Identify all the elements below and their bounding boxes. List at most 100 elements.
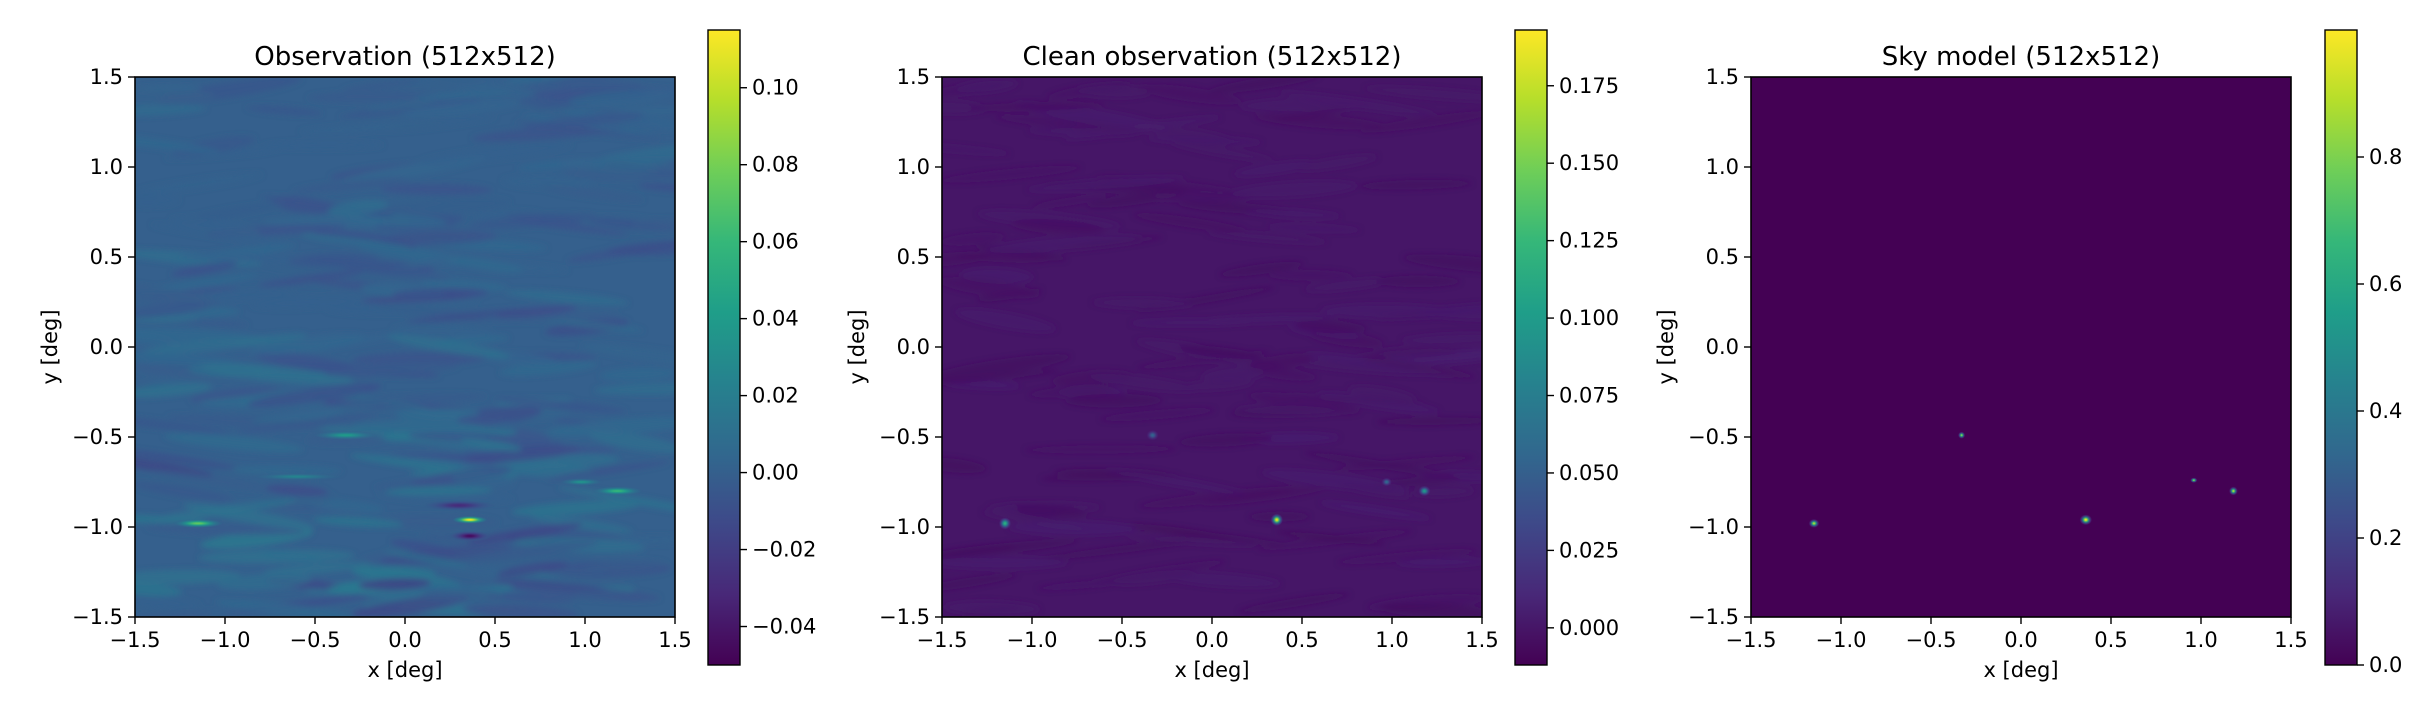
colorbar-tick-label: 0.02	[752, 384, 799, 408]
y-tick-label: −1.0	[1688, 515, 1739, 539]
y-tick-label: 0.5	[1706, 245, 1739, 269]
x-tick-label: −1.0	[200, 628, 251, 652]
panel-2: −1.5 −1.0 −0.5 0.0 0.5 1.0 1.5−1.5−1.0−0.50.00…	[845, 29, 1619, 682]
colorbar-tick-label: 0.06	[752, 230, 799, 254]
colorbar-tick-label: 0.050	[1559, 461, 1619, 485]
source-blob	[1418, 485, 1431, 497]
source-blob	[1270, 513, 1284, 527]
y-tick-label: −1.0	[72, 515, 123, 539]
y-tick-label: −0.5	[879, 425, 930, 449]
x-tick-label: 1.5	[2274, 628, 2307, 652]
source-blob	[1381, 477, 1392, 487]
chart-title: Observation (512x512)	[254, 42, 556, 72]
colorbar-tick-label: 0.00	[752, 461, 799, 485]
source-blob	[2079, 514, 2093, 526]
y-axis-label: y [deg]	[38, 309, 62, 384]
x-tick-label: −1.0	[1816, 628, 1867, 652]
source-blob	[1146, 429, 1159, 441]
y-tick-label: 1.5	[90, 65, 123, 89]
x-tick-label: −0.5	[1097, 628, 1148, 652]
y-tick-label: 0.0	[897, 335, 930, 359]
colorbar-frame	[1514, 29, 1548, 666]
x-tick-label: 0.5	[478, 628, 511, 652]
source-blob	[1808, 518, 1820, 528]
colorbar	[708, 30, 740, 665]
chart-title: Sky model (512x512)	[1882, 42, 2160, 72]
x-tick-label: 0.0	[1195, 628, 1228, 652]
colorbar-tick-label: 0.0	[2369, 653, 2402, 677]
source-blob	[998, 517, 1012, 530]
colorbar-tick-label: 0.8	[2369, 145, 2402, 169]
heatmap-image	[135, 77, 675, 617]
y-axis-label: y [deg]	[845, 309, 869, 384]
source-blob	[592, 486, 643, 496]
colorbar-tick-label: 0.175	[1559, 74, 1619, 98]
source-blob	[2190, 477, 2198, 483]
y-axis-label: y [deg]	[1654, 309, 1678, 384]
x-tick-label: −1.0	[1007, 628, 1058, 652]
y-tick-label: 0.0	[90, 335, 123, 359]
source-blob	[313, 430, 378, 440]
x-tick-label: 1.5	[1465, 628, 1498, 652]
colorbar-frame	[2324, 29, 2358, 666]
x-axis-label: x [deg]	[1174, 658, 1249, 682]
x-axis-label: x [deg]	[367, 658, 442, 682]
source-blob	[2228, 486, 2238, 496]
y-tick-label: −0.5	[72, 425, 123, 449]
x-tick-label: 1.0	[1375, 628, 1408, 652]
colorbar-tick-label: 0.6	[2369, 272, 2402, 296]
x-tick-label: 0.5	[1285, 628, 1318, 652]
colorbar-tick-label: 0.2	[2369, 526, 2402, 550]
colorbar-tick-label: −0.04	[752, 615, 816, 639]
y-tick-label: 1.5	[897, 65, 930, 89]
heatmap-image	[1751, 77, 2291, 617]
chart-title: Clean observation (512x512)	[1022, 42, 1401, 72]
noise-texture	[942, 77, 1482, 617]
colorbar-tick-label: 0.075	[1559, 384, 1619, 408]
heatmap-background	[1751, 77, 2291, 617]
x-tick-label: −1.5	[1726, 628, 1777, 652]
heatmap-image	[942, 77, 1482, 617]
x-tick-label: −0.5	[290, 628, 341, 652]
x-tick-label: 0.0	[2004, 628, 2037, 652]
noise-texture	[135, 77, 675, 617]
colorbar-tick-label: 0.000	[1559, 616, 1619, 640]
y-tick-label: 0.5	[90, 245, 123, 269]
x-tick-label: −1.5	[110, 628, 161, 652]
y-tick-label: −1.5	[879, 605, 930, 629]
source-blob	[1958, 431, 1966, 439]
colorbar-tick-label: 0.100	[1559, 306, 1619, 330]
panel-1: −1.5 −1.0 −0.5 0.0 0.5 1.0 1.5−1.5−1.0−0.50.00…	[38, 29, 816, 682]
y-tick-label: −1.5	[72, 605, 123, 629]
source-blob	[559, 478, 604, 486]
y-tick-label: 1.0	[90, 155, 123, 179]
y-tick-label: 1.0	[897, 155, 930, 179]
panel-3: −1.5 −1.0 −0.5 0.0 0.5 1.0 1.5 −1.5 −1.0 −0.5 0.0 0…	[1654, 29, 2402, 682]
colorbar-tick-label: 0.125	[1559, 229, 1619, 253]
colorbar	[1515, 30, 1547, 665]
source-blob	[451, 515, 488, 524]
x-tick-label: 1.0	[568, 628, 601, 652]
colorbar-tick-label: 0.150	[1559, 151, 1619, 175]
y-tick-label: 0.5	[897, 245, 930, 269]
source-blob	[172, 518, 224, 528]
y-tick-label: −0.5	[1688, 425, 1739, 449]
colorbar	[2325, 30, 2357, 665]
x-tick-label: −1.5	[917, 628, 968, 652]
colorbar-tick-label: 0.4	[2369, 399, 2402, 423]
source-blob	[252, 473, 342, 481]
colorbar-tick-label: 0.10	[752, 76, 799, 100]
source-blob	[423, 500, 495, 511]
y-tick-label: 1.5	[1706, 65, 1739, 89]
y-tick-label: −1.5	[1688, 605, 1739, 629]
y-tick-label: 1.0	[1706, 155, 1739, 179]
x-tick-label: 1.5	[658, 628, 691, 652]
x-tick-label: −0.5	[1906, 628, 1957, 652]
source-blob	[448, 530, 492, 542]
x-tick-label: 1.0	[2184, 628, 2217, 652]
colorbar-tick-label: 0.025	[1559, 538, 1619, 562]
x-tick-label: 0.0	[388, 628, 421, 652]
colorbar-tick-label: 0.04	[752, 307, 799, 331]
y-tick-label: 0.0	[1706, 335, 1739, 359]
